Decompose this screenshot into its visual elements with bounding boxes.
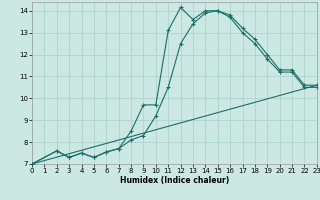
X-axis label: Humidex (Indice chaleur): Humidex (Indice chaleur) xyxy=(120,176,229,185)
